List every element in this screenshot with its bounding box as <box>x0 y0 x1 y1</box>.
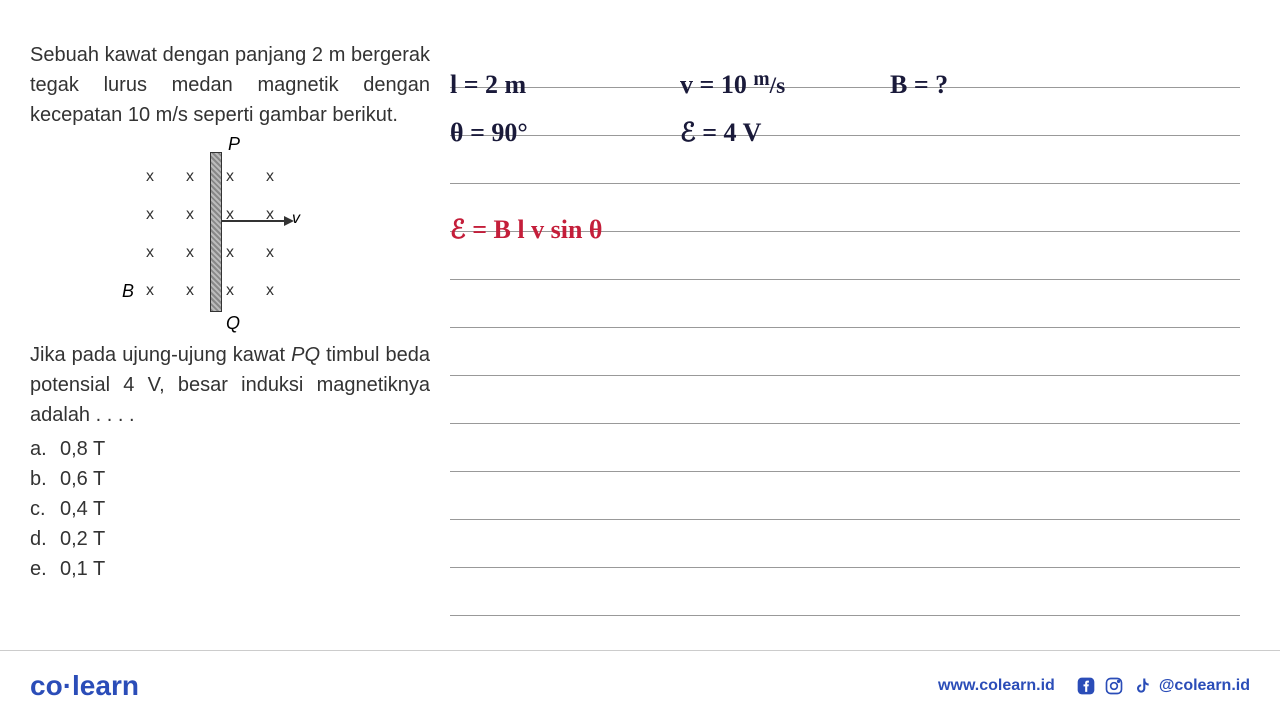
hw-formula: ℰ = B l v sin θ <box>450 215 603 245</box>
option-e: e.0,1 T <box>30 554 430 584</box>
facebook-icon <box>1075 675 1097 697</box>
problem-column: Sebuah kawat dengan panjang 2 m bergerak… <box>30 40 430 584</box>
label-q: Q <box>226 313 240 334</box>
field-grid: xxxx xxxx xxxx xxxx <box>130 140 330 310</box>
problem-text-top: Sebuah kawat dengan panjang 2 m bergerak… <box>30 40 430 130</box>
problem-text-bottom: Jika pada ujung-ujung kawat PQ timbul be… <box>30 340 430 430</box>
instagram-icon <box>1103 675 1125 697</box>
conductor-bar <box>210 152 222 312</box>
physics-diagram: P xxxx xxxx xxxx xxxx Q B v <box>130 140 330 310</box>
working-column: l = 2 m θ = 90° v = 10 m/s ℰ = 4 V B = ?… <box>430 40 1250 584</box>
option-d: d.0,2 T <box>30 524 430 554</box>
velocity-arrow <box>222 220 292 222</box>
ruled-lines <box>450 40 1240 616</box>
social-icons: @colearn.id <box>1075 675 1250 697</box>
hw-find-b: B = ? <box>890 70 948 100</box>
footer: co·learn www.colearn.id @colearn.id <box>0 650 1280 720</box>
label-b: B <box>122 281 134 302</box>
hw-given-theta: θ = 90° <box>450 118 528 148</box>
option-a: a.0,8 T <box>30 434 430 464</box>
hw-given-e: ℰ = 4 V <box>680 118 761 148</box>
hw-given-l: l = 2 m <box>450 70 526 100</box>
answer-options: a.0,8 T b.0,6 T c.0,4 T d.0,2 T e.0,1 T <box>30 434 430 584</box>
option-b: b.0,6 T <box>30 464 430 494</box>
footer-links: www.colearn.id @colearn.id <box>938 675 1250 697</box>
label-v: v <box>292 210 300 228</box>
option-c: c.0,4 T <box>30 494 430 524</box>
tiktok-icon <box>1131 675 1153 697</box>
brand-logo: co·learn <box>30 670 139 702</box>
footer-url: www.colearn.id <box>938 677 1055 695</box>
footer-handle: @colearn.id <box>1159 677 1250 695</box>
hw-given-v: v = 10 m/s <box>680 70 785 100</box>
